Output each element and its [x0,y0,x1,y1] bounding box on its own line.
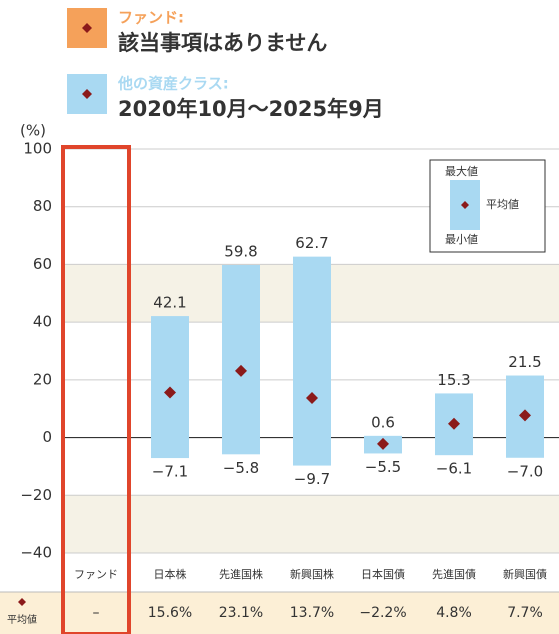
mean-marker [448,417,460,430]
grid-band [62,495,559,553]
y-tick-label: 80 [33,197,52,215]
inset-mean: 平均値 [486,198,519,211]
max-label: 42.1 [153,294,186,312]
min-label: −5.5 [365,458,401,476]
mean-value: 13.7% [290,605,334,621]
range-bar [222,265,260,455]
min-label: −7.0 [507,462,543,480]
inset-legend [429,159,546,253]
x-tick-label: ファンド [74,568,118,581]
max-label: 59.8 [224,243,257,261]
y-tick-label: −20 [20,486,52,504]
mean-marker [461,201,469,209]
y-tick-label: 0 [42,428,52,446]
mean-marker [519,409,531,422]
x-tick-label: 日本国債 [361,567,405,581]
mean-marker [306,392,318,405]
mean-marker [82,89,92,99]
mean-value: – [93,605,100,621]
mean-marker [18,598,26,606]
table-row [0,592,559,634]
fund-highlight [61,145,131,634]
mean-value: −2.2% [359,605,406,621]
legend-text: 2020年10月～2025年9月 [118,97,384,121]
x-tick-label: 先進国債 [432,567,476,581]
legend-title: ファンド: [118,9,184,27]
max-label: 21.5 [508,353,541,371]
inset-min: 最小値 [445,233,478,246]
x-tick-label: 先進国株 [219,567,263,581]
x-tick-label: 新興国株 [290,567,334,581]
mean-value: 15.6% [148,605,192,621]
mean-marker [377,437,389,450]
mean-value: 7.7% [507,605,543,621]
y-tick-label: −40 [20,544,52,562]
table-label: 平均値 [7,613,37,626]
legend-title: 他の資産クラス: [117,75,229,93]
mean-value: 23.1% [219,605,263,621]
min-label: −6.1 [436,460,472,478]
y-tick-label: 40 [33,313,52,331]
x-tick-label: 新興国債 [503,567,547,581]
max-label: 15.3 [437,371,470,389]
x-tick-label: 日本株 [154,567,187,581]
y-tick-label: 60 [33,255,52,273]
min-label: −5.8 [223,459,259,477]
range-bar [293,256,331,466]
mean-marker [164,386,176,399]
y-axis-label: (%) [20,122,46,140]
max-label: 0.6 [371,413,395,431]
y-tick-label: 100 [23,140,52,158]
max-label: 62.7 [295,234,328,252]
min-label: −7.1 [152,463,188,481]
legend-text: 該当事項はありません [118,31,327,55]
mean-marker [82,23,92,33]
y-tick-label: 20 [33,370,52,388]
min-label: −9.7 [294,470,330,488]
inset-max: 最大値 [445,164,478,178]
mean-value: 4.8% [436,605,472,621]
mean-marker [235,364,247,377]
